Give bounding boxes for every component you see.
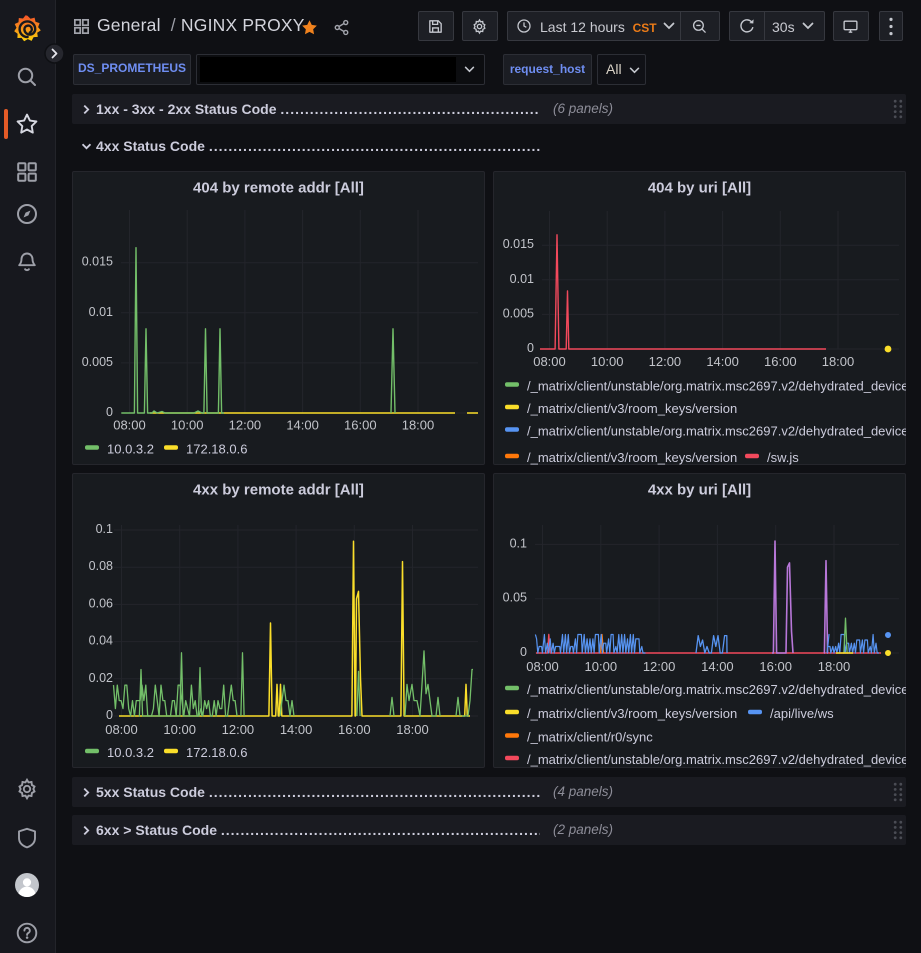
svg-text:0: 0 (527, 341, 534, 355)
svg-text:12:00: 12:00 (229, 418, 262, 433)
svg-text:/_matrix/client/v3/room_keys/v: /_matrix/client/v3/room_keys/version (527, 401, 737, 416)
svg-text:14:00: 14:00 (280, 722, 313, 737)
svg-text:18:00: 18:00 (818, 659, 851, 674)
svg-text:14:00: 14:00 (701, 659, 734, 674)
svg-text:4xx by remote addr [All]: 4xx by remote addr [All] (193, 482, 364, 499)
svg-text:08:00: 08:00 (526, 659, 559, 674)
svg-text:/_matrix/client/unstable/org.m: /_matrix/client/unstable/org.matrix.msc2… (527, 424, 906, 439)
svg-text:0.02: 0.02 (89, 671, 113, 685)
svg-text:10:00: 10:00 (171, 418, 204, 433)
svg-text:0.015: 0.015 (503, 237, 534, 251)
svg-text:4xx by uri [All]: 4xx by uri [All] (648, 482, 751, 499)
svg-text:/_matrix/client/unstable/org.m: /_matrix/client/unstable/org.matrix.msc2… (527, 752, 906, 767)
svg-text:08:00: 08:00 (533, 354, 566, 369)
svg-text:10.0.3.2: 10.0.3.2 (107, 745, 154, 760)
svg-text:12:00: 12:00 (222, 722, 255, 737)
svg-text:0.1: 0.1 (96, 522, 113, 536)
svg-text:10:00: 10:00 (591, 354, 624, 369)
svg-text:10.0.3.2: 10.0.3.2 (107, 442, 154, 457)
svg-text:172.18.0.6: 172.18.0.6 (186, 745, 247, 760)
svg-text:0.05: 0.05 (503, 591, 527, 605)
svg-text:18:00: 18:00 (396, 722, 429, 737)
svg-text:/_matrix/client/r0/sync: /_matrix/client/r0/sync (527, 730, 653, 745)
svg-text:16:00: 16:00 (759, 659, 792, 674)
svg-text:12:00: 12:00 (643, 659, 676, 674)
svg-text:0.015: 0.015 (82, 255, 113, 269)
svg-text:0: 0 (106, 405, 113, 419)
svg-text:/sw.js: /sw.js (767, 450, 799, 465)
svg-text:08:00: 08:00 (105, 722, 138, 737)
svg-text:0.005: 0.005 (503, 306, 534, 320)
svg-text:08:00: 08:00 (113, 418, 146, 433)
svg-text:18:00: 18:00 (402, 418, 435, 433)
svg-text:10:00: 10:00 (163, 722, 196, 737)
svg-text:172.18.0.6: 172.18.0.6 (186, 442, 247, 457)
svg-text:404 by remote addr [All]: 404 by remote addr [All] (193, 180, 364, 197)
svg-text:16:00: 16:00 (344, 418, 377, 433)
svg-text:/_matrix/client/v3/room_keys/v: /_matrix/client/v3/room_keys/version (527, 706, 737, 721)
svg-text:16:00: 16:00 (338, 722, 371, 737)
svg-text:14:00: 14:00 (706, 354, 739, 369)
svg-text:0.005: 0.005 (82, 355, 113, 369)
svg-text:/_matrix/client/unstable/org.m: /_matrix/client/unstable/org.matrix.msc2… (527, 682, 906, 697)
svg-text:0.01: 0.01 (510, 272, 534, 286)
svg-text:/_matrix/client/v3/room_keys/v: /_matrix/client/v3/room_keys/version (527, 450, 737, 465)
svg-text:16:00: 16:00 (764, 354, 797, 369)
svg-text:/api/live/ws: /api/live/ws (770, 706, 834, 721)
svg-text:404 by uri [All]: 404 by uri [All] (648, 180, 751, 197)
svg-text:12:00: 12:00 (649, 354, 682, 369)
svg-text:0: 0 (520, 645, 527, 659)
svg-text:/_matrix/client/unstable/org.m: /_matrix/client/unstable/org.matrix.msc2… (527, 379, 906, 394)
svg-text:0.1: 0.1 (510, 536, 527, 550)
svg-text:0.04: 0.04 (89, 634, 113, 648)
svg-text:10:00: 10:00 (585, 659, 618, 674)
svg-text:0.06: 0.06 (89, 596, 113, 610)
svg-text:0.01: 0.01 (89, 305, 113, 319)
svg-text:14:00: 14:00 (286, 418, 319, 433)
svg-text:0.08: 0.08 (89, 559, 113, 573)
svg-text:18:00: 18:00 (822, 354, 855, 369)
svg-text:0: 0 (106, 708, 113, 722)
